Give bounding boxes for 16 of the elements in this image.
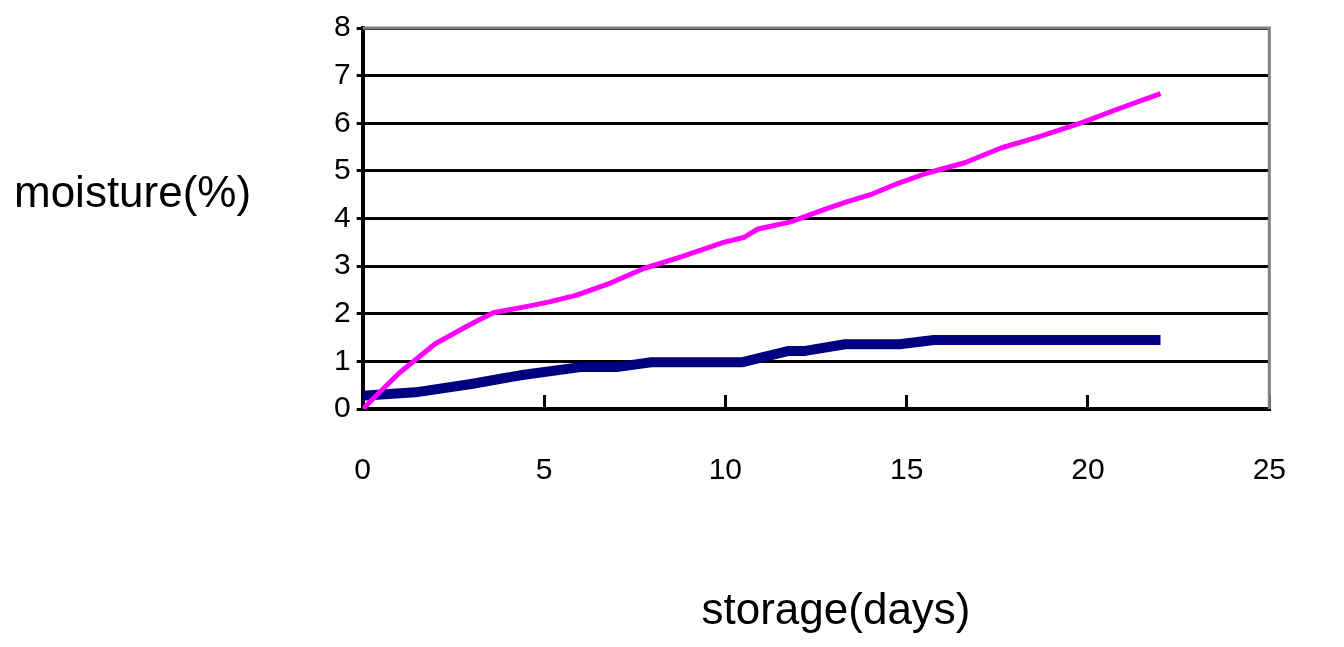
x-tick-label: 25: [1252, 452, 1286, 486]
y-tick-label: 7: [334, 56, 351, 90]
y-tick-label: 1: [334, 342, 351, 376]
x-tick-label: 5: [535, 452, 553, 486]
y-tick-label: 6: [334, 104, 351, 138]
y-tick-label: 2: [334, 295, 351, 329]
y-axis-title: moisture(%): [14, 167, 252, 217]
x-axis-title: storage(days): [701, 584, 971, 634]
y-tick-label: 4: [334, 199, 351, 233]
y-tick-label: 5: [334, 152, 351, 186]
x-tick-label: 15: [889, 452, 924, 486]
y-tick-label: 0: [334, 390, 351, 424]
y-tick-label: 8: [334, 9, 351, 43]
y-tick-label: 3: [334, 247, 351, 281]
x-tick-label: 10: [708, 452, 743, 486]
x-tick-label: 20: [1071, 452, 1105, 486]
